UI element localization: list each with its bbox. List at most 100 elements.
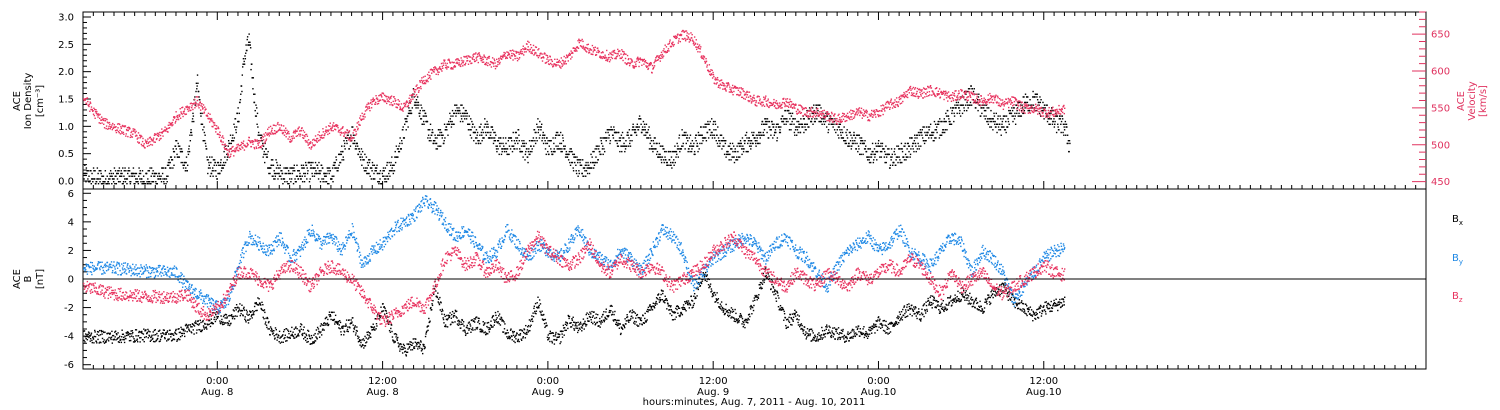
- velocity-point: [479, 55, 481, 57]
- density-point: [362, 159, 365, 161]
- density-point: [491, 126, 494, 128]
- density-point: [139, 178, 141, 180]
- density-point: [632, 126, 634, 128]
- velocity-point: [90, 108, 92, 111]
- velocity-point: [207, 117, 209, 120]
- velocity-point: [841, 115, 843, 118]
- velocity-point: [731, 91, 733, 94]
- velocity-point: [496, 58, 498, 61]
- bottom-ytick-label: -6: [64, 360, 74, 371]
- density-point: [128, 167, 130, 169]
- density-point: [196, 85, 198, 87]
- density-point: [736, 156, 738, 158]
- velocity-point: [693, 41, 695, 43]
- density-point: [906, 156, 908, 158]
- density-point: [102, 175, 105, 177]
- velocity-point: [293, 137, 295, 139]
- density-point: [1024, 101, 1026, 104]
- density-point: [615, 131, 618, 134]
- velocity-point: [601, 56, 603, 58]
- velocity-point: [212, 126, 214, 128]
- velocity-point: [107, 127, 110, 130]
- velocity-point: [562, 60, 565, 62]
- velocity-point: [145, 141, 147, 144]
- density-point: [226, 159, 228, 161]
- velocity-point: [90, 106, 93, 108]
- density-point: [492, 129, 494, 131]
- density-point: [432, 142, 434, 145]
- velocity-point: [207, 112, 210, 115]
- density-point: [807, 118, 810, 120]
- density-point: [371, 170, 373, 172]
- density-point: [207, 172, 209, 175]
- velocity-point: [750, 102, 753, 104]
- density-point: [536, 140, 538, 142]
- density-point: [665, 161, 668, 164]
- density-point: [640, 123, 642, 125]
- top-ytick-label: 1.0: [58, 122, 74, 133]
- density-point: [307, 170, 309, 172]
- velocity-point: [234, 148, 236, 150]
- velocity-point: [414, 91, 416, 93]
- velocity-point: [367, 108, 369, 110]
- density-point: [638, 115, 641, 117]
- density-point: [171, 159, 174, 161]
- density-point: [634, 129, 637, 131]
- velocity-point: [446, 66, 449, 68]
- velocity-point: [164, 126, 166, 128]
- density-point: [523, 140, 525, 142]
- velocity-point: [841, 120, 843, 123]
- velocity-point: [817, 107, 819, 110]
- density-point: [923, 140, 925, 142]
- velocity-point: [630, 58, 632, 60]
- density-point: [891, 153, 894, 156]
- velocity-point: [412, 98, 414, 100]
- velocity-point: [732, 87, 735, 89]
- density-point: [545, 142, 547, 145]
- velocity-point: [388, 98, 391, 100]
- density-point: [804, 126, 806, 128]
- density-point: [523, 145, 526, 147]
- density-point: [341, 159, 343, 161]
- density-point: [698, 148, 700, 150]
- velocity-point: [322, 128, 324, 130]
- density-point: [837, 126, 840, 128]
- velocity-point: [594, 46, 596, 48]
- velocity-point: [96, 110, 98, 113]
- density-point: [188, 145, 190, 147]
- density-point: [376, 172, 379, 175]
- velocity-point: [390, 97, 392, 99]
- velocity-point: [608, 53, 610, 56]
- velocity-point: [722, 84, 725, 87]
- density-point: [745, 134, 747, 136]
- velocity-point: [105, 118, 107, 120]
- density-point: [861, 142, 864, 145]
- density-point: [371, 167, 373, 169]
- velocity-point: [491, 57, 494, 59]
- density-point: [641, 131, 643, 134]
- density-point: [918, 134, 921, 136]
- velocity-point: [413, 88, 415, 91]
- velocity-point: [540, 57, 543, 59]
- velocity-point: [409, 94, 411, 97]
- density-point: [150, 183, 152, 185]
- velocity-point: [502, 55, 505, 57]
- density-point: [653, 137, 656, 139]
- velocity-point: [116, 129, 118, 131]
- density-point: [278, 172, 280, 175]
- density-point: [712, 123, 714, 125]
- density-point: [310, 161, 313, 164]
- density-point: [262, 156, 264, 158]
- velocity-point: [370, 107, 373, 109]
- density-point: [1060, 131, 1062, 134]
- velocity-point: [521, 50, 523, 53]
- density-point: [557, 145, 559, 147]
- density-point: [989, 126, 991, 128]
- density-point: [250, 68, 252, 71]
- density-point: [364, 167, 367, 169]
- velocity-point: [356, 128, 359, 131]
- velocity-point: [210, 117, 212, 120]
- density-point: [131, 172, 133, 175]
- velocity-point: [259, 146, 261, 149]
- density-point: [636, 126, 638, 128]
